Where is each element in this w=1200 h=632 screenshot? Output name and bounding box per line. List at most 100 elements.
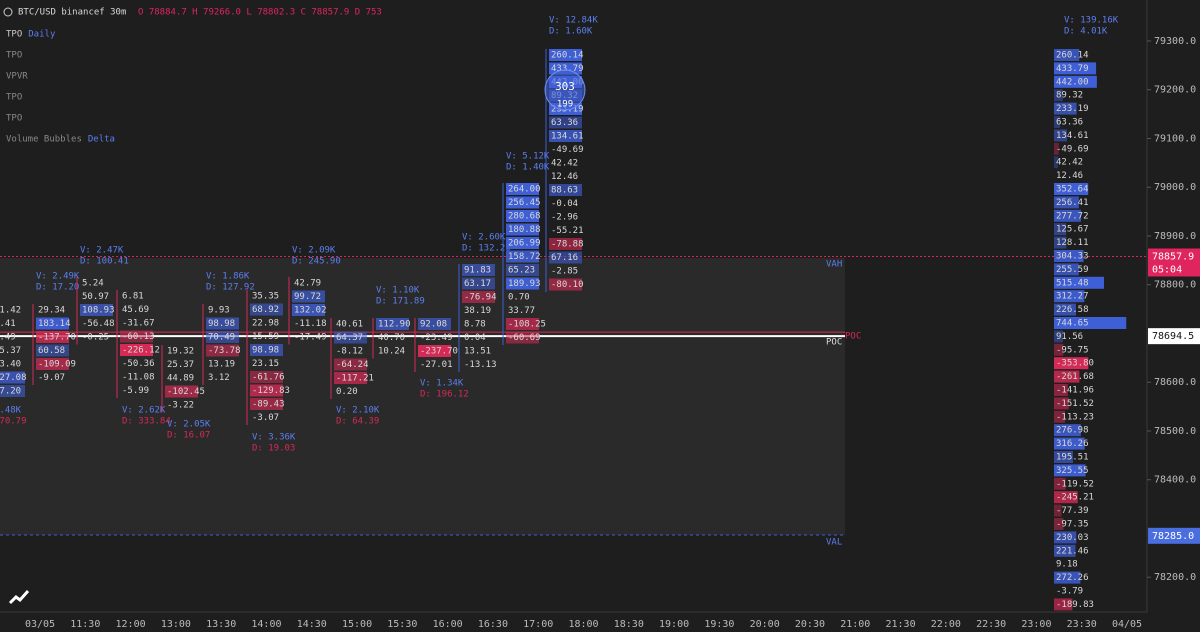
indicator-label: Volume Bubbles — [6, 135, 82, 145]
indicator-label: VPVR — [6, 72, 28, 82]
profile-value: 312.27 — [1056, 292, 1089, 302]
cell-value: 60.58 — [38, 346, 65, 356]
profile-bar — [1054, 209, 1081, 222]
time-label: 22:00 — [931, 619, 961, 630]
profile-bar — [1054, 183, 1089, 195]
profile-bar — [1054, 102, 1077, 115]
profile-value: -97.35 — [1056, 520, 1089, 530]
cell-value: 12.46 — [551, 172, 578, 182]
cell-value: -0.25 — [82, 333, 109, 343]
price-tick-label: 78900.0 — [1154, 231, 1196, 242]
profile-value: 89.32 — [1056, 91, 1083, 101]
profile-value: 433.79 — [1056, 64, 1089, 74]
price-tag — [1148, 328, 1200, 345]
profile-value: -3.79 — [1056, 587, 1083, 597]
cell-value: 91.83 — [464, 266, 491, 276]
profile-bar — [1054, 518, 1064, 530]
time-label: 15:30 — [387, 619, 417, 630]
cell-bar — [418, 318, 451, 330]
cell-bar — [506, 196, 539, 209]
profile-value: 226.58 — [1056, 305, 1089, 315]
indicator-label: TPO — [6, 30, 22, 40]
cell-value: 63.17 — [464, 279, 491, 289]
cell-value: 33.77 — [508, 306, 535, 316]
profile-value: -113.23 — [1056, 412, 1094, 422]
column-stat: D: 1.60K — [549, 27, 593, 37]
price-tag-label: 78694.5 — [1152, 331, 1194, 342]
time-label: 23:30 — [1067, 619, 1097, 630]
cell-value: 260.14 — [551, 51, 584, 61]
cell-value: -137.70 — [38, 333, 76, 343]
cell-value: -73.78 — [208, 346, 241, 356]
cell-bar — [549, 238, 582, 250]
column-stat: V: 2.49K — [36, 272, 80, 282]
cell-bar — [418, 345, 451, 357]
cell-value: 13.51 — [464, 347, 491, 357]
cell-bar — [506, 210, 539, 222]
cell-value: 77.20 — [0, 387, 21, 397]
column-stat: D: 171.89 — [376, 297, 425, 307]
cell-bar — [506, 223, 539, 236]
cell-bar — [506, 277, 539, 290]
cell-value: -76.94 — [464, 293, 497, 303]
cell-value: 433.79 — [551, 64, 584, 74]
time-label: 14:30 — [297, 619, 327, 630]
price-tag-time: 05:04 — [1152, 264, 1182, 275]
cell-value: -89.43 — [252, 400, 285, 410]
cell-value: 19.32 — [167, 347, 194, 357]
column-stat: D: 16.07 — [167, 431, 210, 441]
indicator-label: TPO — [6, 51, 22, 61]
cell-value: 64.37 — [336, 333, 363, 343]
time-label: 13:30 — [206, 619, 236, 630]
price-tick-label: 78500.0 — [1154, 426, 1196, 437]
profile-bar — [1054, 384, 1068, 396]
cell-bar — [250, 344, 283, 356]
profile-value: 442.00 — [1056, 77, 1089, 87]
price-tag — [1148, 527, 1200, 544]
cell-value: 158.72 — [508, 252, 541, 262]
cell-value: -5.99 — [122, 386, 149, 396]
profile-bar — [1054, 116, 1061, 128]
time-label: 13:00 — [161, 619, 191, 630]
profile-bar — [1054, 451, 1073, 463]
cell-value: -64.24 — [336, 360, 369, 370]
cell-value: 42.79 — [294, 279, 321, 289]
profile-bar — [1054, 370, 1080, 383]
profile-value: 233.19 — [1056, 104, 1089, 114]
cell-bar — [36, 358, 69, 370]
bubble-label: 303 — [555, 80, 575, 93]
column-stat: V: 1.10K — [376, 286, 420, 296]
time-label: 19:00 — [659, 619, 689, 630]
profile-value: 42.42 — [1056, 158, 1083, 168]
price-tag-label: 78857.9 — [1152, 251, 1194, 262]
profile-bar — [1054, 75, 1097, 88]
price-tick-label: 78400.0 — [1154, 475, 1196, 486]
cell-value: -0.04 — [551, 199, 578, 209]
cell-bar — [120, 330, 153, 343]
time-label: 20:30 — [795, 619, 825, 630]
cell-value: -109.09 — [38, 360, 76, 370]
profile-value: 91.56 — [1056, 332, 1083, 342]
profile-value: -353.80 — [1056, 359, 1094, 369]
profile-bar — [1054, 49, 1080, 61]
column-stat: V: 2.62K — [122, 406, 166, 416]
cell-bar — [506, 331, 539, 344]
time-label: 03/05 — [25, 619, 55, 630]
cell-value: -55.21 — [551, 226, 584, 236]
cell-value: 5.41 — [0, 319, 16, 329]
cell-bar — [206, 317, 239, 330]
level-label: POC — [845, 332, 861, 342]
column-stat: D: 127.92 — [206, 283, 255, 293]
cell-value: 38.19 — [464, 306, 491, 316]
cell-value: 112.90 — [378, 320, 411, 330]
profile-value: 272.26 — [1056, 573, 1089, 583]
profile-bar — [1054, 357, 1089, 370]
cell-value: 99.72 — [294, 292, 321, 302]
cell-value: -11.08 — [122, 373, 155, 383]
cell-bar — [462, 264, 495, 276]
column-stat: V: 1.34K — [420, 379, 464, 389]
time-label: 16:00 — [433, 619, 463, 630]
time-label: 23:00 — [1021, 619, 1051, 630]
cell-value: 25.37 — [167, 360, 194, 370]
